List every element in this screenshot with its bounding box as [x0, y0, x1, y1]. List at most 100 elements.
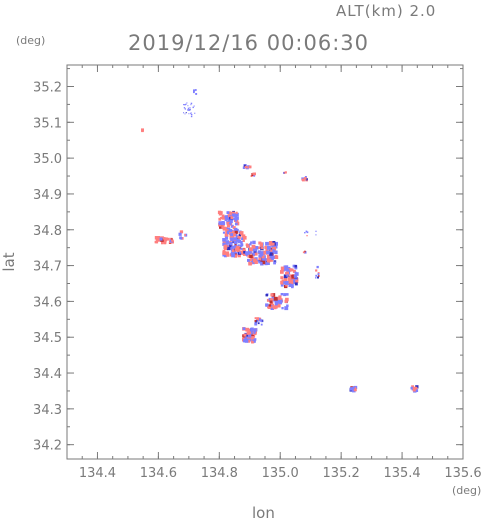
echo-cell: [232, 249, 235, 252]
echo-cell: [269, 304, 271, 306]
echo-cell: [185, 113, 186, 114]
echo-cell: [249, 166, 252, 169]
echo-cell: [258, 322, 260, 324]
echo-cell: [266, 294, 269, 297]
echo-cell: [318, 275, 320, 277]
y-tick-label: 34.3: [33, 403, 62, 418]
echo-cell: [227, 211, 230, 214]
chart-title: 2019/12/16 00:06:30: [128, 31, 369, 55]
echo-cell: [302, 179, 304, 181]
echo-cell: [413, 387, 416, 390]
echo-cell: [246, 167, 248, 169]
echo-cell: [187, 105, 188, 106]
echo-cell: [244, 334, 247, 337]
echo-cell: [264, 246, 266, 248]
echo-cell: [315, 269, 317, 271]
echo-cell: [188, 113, 189, 114]
echo-cell: [230, 216, 233, 219]
echo-cell: [238, 236, 241, 239]
echo-cell: [295, 272, 297, 274]
echo-cell: [261, 320, 263, 322]
echo-cell: [227, 224, 230, 227]
echo-cell: [270, 300, 273, 303]
x-tick-label: 135.0: [262, 466, 299, 481]
echo-cell: [193, 91, 195, 93]
echo-cell: [265, 242, 269, 246]
x-axis-label: lon: [252, 504, 275, 521]
echo-cell: [315, 275, 317, 277]
echo-cell: [183, 104, 184, 105]
echo-cell: [230, 233, 233, 236]
echo-cell: [318, 273, 320, 275]
echo-cell: [191, 116, 192, 117]
echo-cell: [184, 234, 186, 236]
echo-cell: [286, 274, 288, 276]
echo-cell: [306, 235, 307, 236]
altitude-label: ALT(km) 2.0: [336, 2, 436, 20]
echo-cell: [266, 251, 270, 255]
echo-cell: [246, 245, 249, 248]
echo-cell: [191, 112, 192, 113]
echo-cell: [189, 107, 190, 108]
echo-cell: [273, 306, 277, 310]
echo-cell: [274, 297, 278, 301]
echo-cell: [240, 231, 244, 235]
echo-cell: [285, 272, 287, 274]
echo-cell: [252, 173, 254, 175]
y-tick-label: 34.8: [33, 224, 62, 239]
echo-cell: [218, 211, 221, 214]
echo-cell: [254, 338, 257, 341]
echo-cell: [171, 239, 173, 241]
echo-cell: [283, 293, 286, 296]
echo-cell: [226, 240, 230, 244]
echo-cell: [243, 236, 247, 240]
echo-cell: [286, 305, 289, 308]
echo-cell: [231, 254, 235, 258]
echo-cell: [161, 242, 164, 245]
echo-cell: [253, 259, 257, 263]
x-tick-label: 134.4: [79, 466, 116, 481]
echo-cell: [281, 267, 285, 271]
echo-cell: [194, 106, 195, 107]
x-unit-label: (deg): [452, 484, 481, 497]
echo-cell: [160, 238, 163, 241]
echo-cell: [249, 255, 253, 259]
y-tick-label: 34.7: [33, 260, 62, 275]
echo-cell: [180, 230, 183, 233]
echo-cell: [278, 297, 282, 301]
echo-cell: [254, 332, 256, 334]
echo-cell: [194, 113, 195, 114]
y-tick-label: 34.9: [33, 188, 62, 203]
echo-cell: [245, 339, 249, 343]
echo-cell: [270, 298, 272, 300]
echo-cell: [280, 270, 284, 274]
y-axis-label: lat: [0, 252, 18, 271]
echo-cell: [236, 212, 238, 214]
echo-cell: [250, 241, 252, 243]
echo-cell: [353, 386, 355, 388]
x-tick-label: 135.6: [444, 466, 481, 481]
echo-cell: [252, 241, 255, 244]
echo-cell: [267, 246, 271, 250]
echo-cell: [186, 112, 187, 113]
echo-cell: [283, 172, 285, 174]
echo-cell: [188, 108, 189, 109]
echo-cell: [260, 254, 263, 257]
echo-cell: [180, 237, 182, 239]
echo-cell: [287, 269, 289, 271]
echo-cell: [254, 323, 257, 326]
x-tick-label: 134.8: [201, 466, 238, 481]
x-tick-labels: 134.4 134.6 134.8 135.0 135.2 135.4 135.6: [79, 466, 482, 481]
echo-cell: [260, 262, 262, 264]
echo-cell: [184, 104, 185, 105]
echo-cell: [232, 231, 235, 234]
echo-cell: [239, 252, 241, 254]
echo-cell: [280, 276, 283, 279]
echo-cell: [267, 258, 271, 262]
echo-cell: [258, 258, 261, 261]
echo-cell: [184, 107, 185, 108]
echo-cell: [284, 267, 287, 270]
y-tick-label: 35.0: [33, 152, 62, 167]
echo-cell: [222, 215, 225, 218]
echo-cell: [273, 262, 276, 265]
